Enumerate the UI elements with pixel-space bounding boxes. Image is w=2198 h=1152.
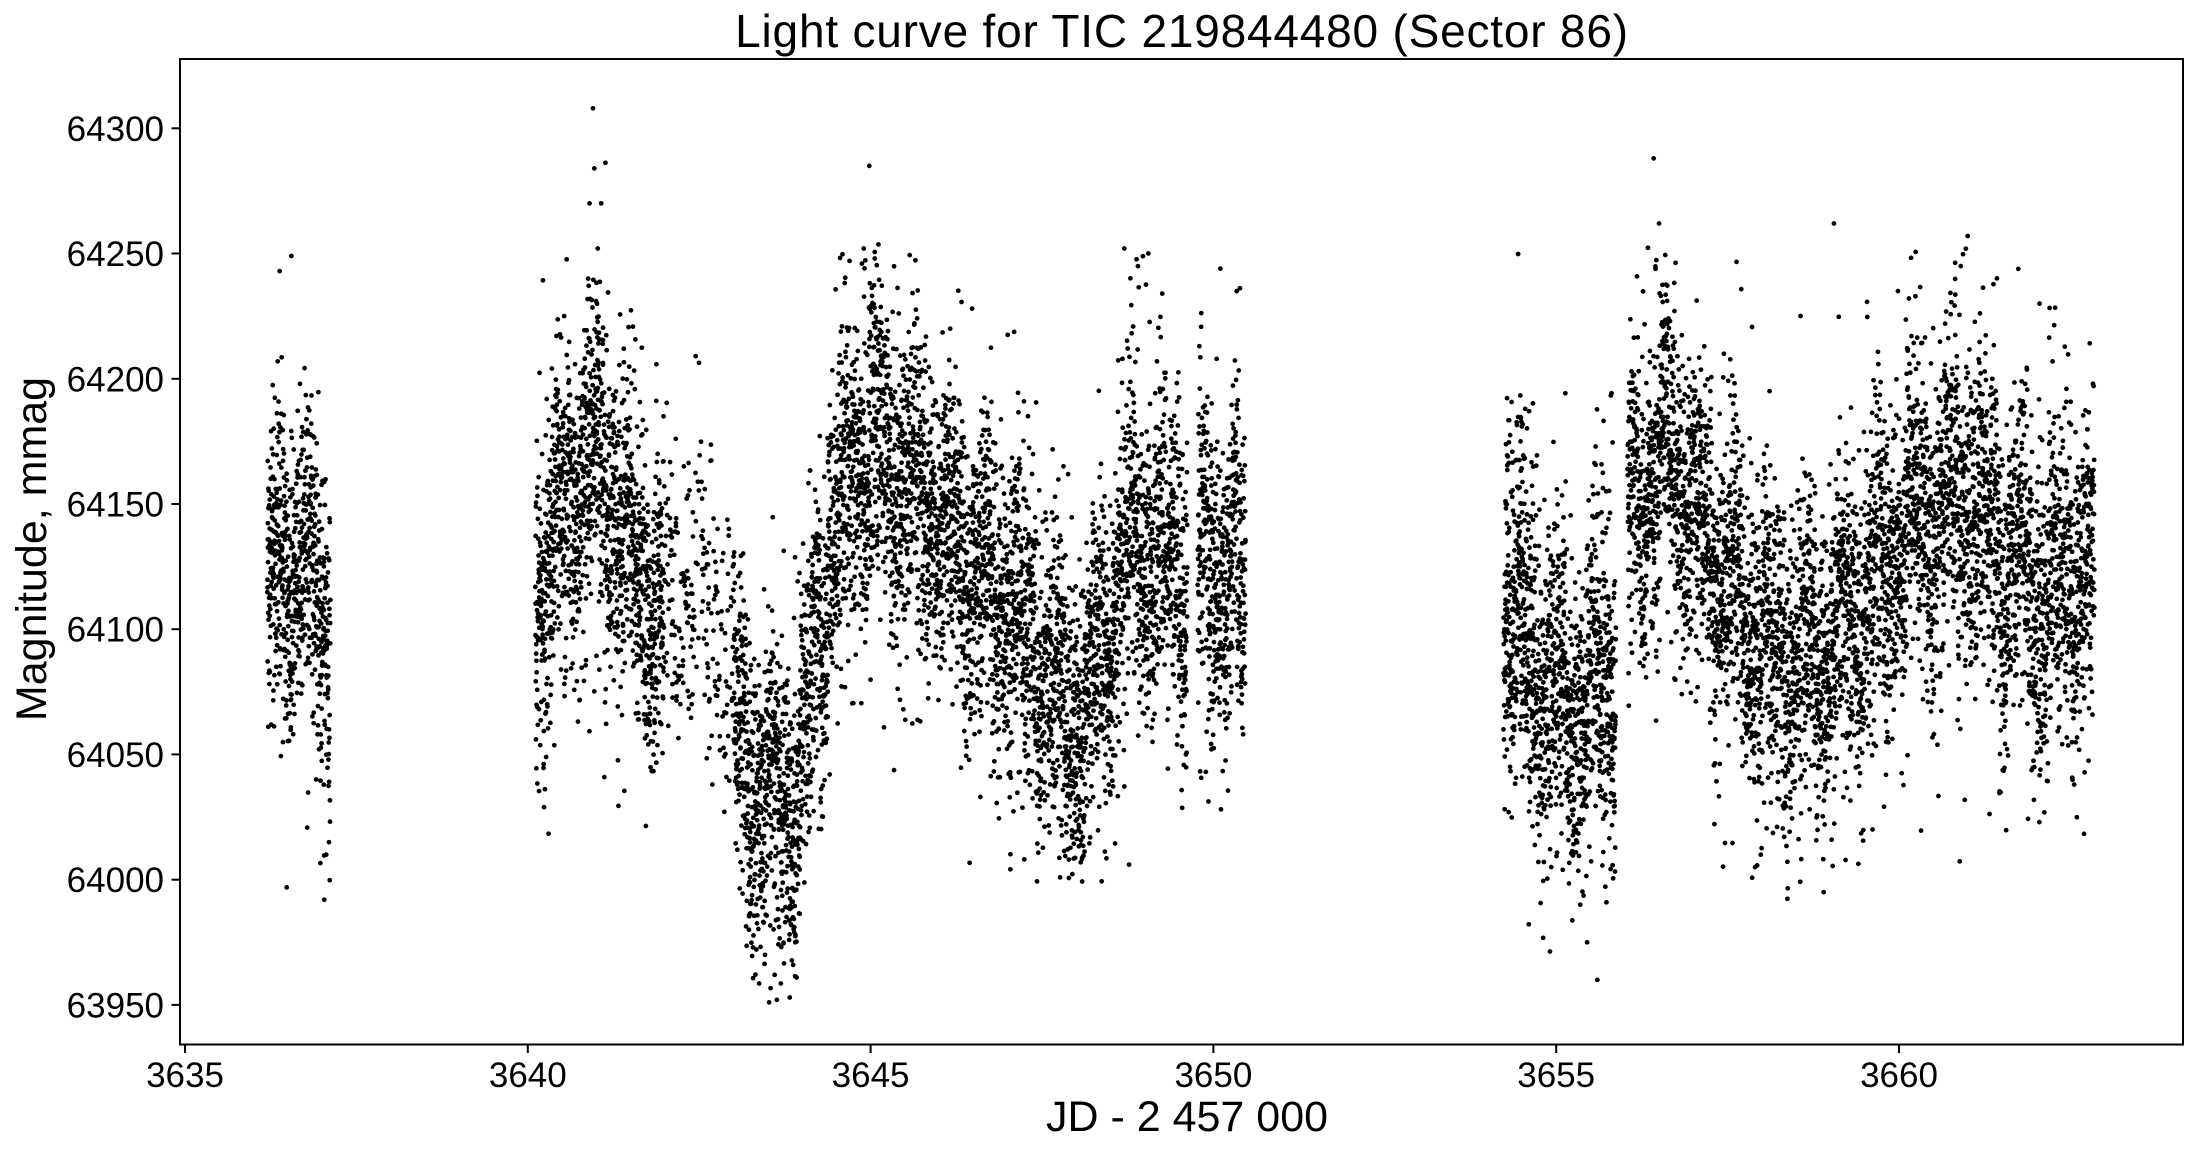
svg-text:Magnitude, mmag: Magnitude, mmag [8, 377, 56, 721]
svg-text:3635: 3635 [146, 1056, 224, 1095]
svg-text:64050: 64050 [67, 736, 164, 775]
svg-text:64300: 64300 [67, 110, 164, 149]
svg-text:Light curve for TIC 219844480: Light curve for TIC 219844480 (Sector 86… [735, 5, 1629, 57]
svg-text:64100: 64100 [67, 611, 164, 650]
svg-text:64200: 64200 [67, 360, 164, 399]
svg-text:3655: 3655 [1517, 1056, 1595, 1095]
svg-text:64000: 64000 [67, 861, 164, 900]
svg-text:3645: 3645 [832, 1056, 910, 1095]
svg-text:63950: 63950 [67, 986, 164, 1025]
svg-text:3650: 3650 [1174, 1056, 1252, 1095]
svg-text:64250: 64250 [67, 235, 164, 274]
svg-text:3640: 3640 [489, 1056, 567, 1095]
svg-text:JD - 2 457 000: JD - 2 457 000 [1046, 1093, 1328, 1141]
svg-text:3660: 3660 [1860, 1056, 1938, 1095]
svg-text:64150: 64150 [67, 486, 164, 525]
